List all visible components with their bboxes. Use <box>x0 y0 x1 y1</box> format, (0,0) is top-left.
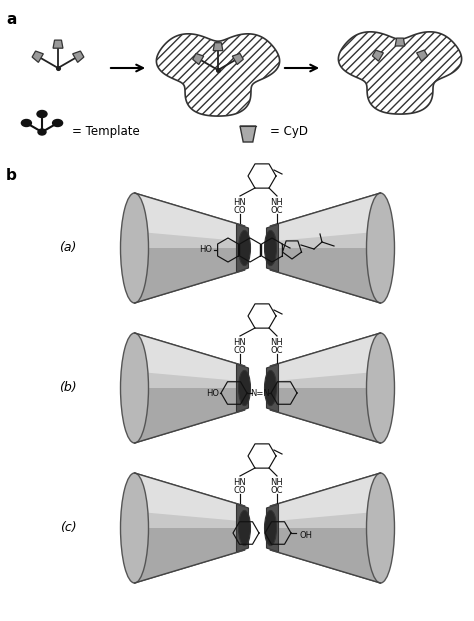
Text: HN: HN <box>234 338 246 347</box>
Ellipse shape <box>366 333 394 443</box>
Polygon shape <box>232 53 243 65</box>
Text: NH: NH <box>271 478 283 487</box>
Text: (c): (c) <box>60 522 76 535</box>
Polygon shape <box>53 40 63 48</box>
Polygon shape <box>135 193 245 303</box>
Ellipse shape <box>366 473 394 583</box>
Polygon shape <box>135 193 245 242</box>
Text: CO: CO <box>234 206 246 215</box>
Polygon shape <box>135 333 245 443</box>
Ellipse shape <box>238 370 250 406</box>
Ellipse shape <box>238 230 250 266</box>
Polygon shape <box>271 333 381 381</box>
Polygon shape <box>271 473 381 522</box>
Polygon shape <box>135 473 245 583</box>
Ellipse shape <box>366 193 394 303</box>
Ellipse shape <box>120 473 148 583</box>
Polygon shape <box>237 364 248 412</box>
Polygon shape <box>135 528 245 583</box>
Polygon shape <box>271 193 381 242</box>
Polygon shape <box>271 528 381 583</box>
Text: CO: CO <box>234 346 246 355</box>
Polygon shape <box>240 126 256 142</box>
Polygon shape <box>417 50 428 61</box>
Polygon shape <box>135 388 245 443</box>
Text: OC: OC <box>271 346 283 355</box>
Polygon shape <box>395 38 405 46</box>
Text: HN: HN <box>234 478 246 487</box>
Text: a: a <box>6 12 17 27</box>
Ellipse shape <box>120 333 148 443</box>
Text: b: b <box>6 168 17 183</box>
Text: (b): (b) <box>59 381 77 394</box>
Ellipse shape <box>53 119 63 127</box>
Text: N=N: N=N <box>250 389 270 397</box>
Ellipse shape <box>21 119 31 127</box>
Polygon shape <box>192 53 204 65</box>
Text: NH: NH <box>271 338 283 347</box>
Text: HO: HO <box>200 245 212 255</box>
Polygon shape <box>237 504 248 552</box>
Text: HO: HO <box>207 389 219 397</box>
Polygon shape <box>266 504 279 552</box>
Polygon shape <box>135 473 245 522</box>
Polygon shape <box>213 43 223 51</box>
Text: = Template: = Template <box>72 125 140 138</box>
Polygon shape <box>338 32 462 114</box>
Text: OC: OC <box>271 206 283 215</box>
Polygon shape <box>271 248 381 303</box>
Ellipse shape <box>264 370 276 406</box>
Polygon shape <box>373 50 383 61</box>
Text: CO: CO <box>234 486 246 495</box>
Polygon shape <box>237 224 248 272</box>
Ellipse shape <box>37 111 47 117</box>
Polygon shape <box>266 364 279 412</box>
Ellipse shape <box>238 510 250 546</box>
Polygon shape <box>271 193 381 303</box>
Polygon shape <box>271 333 381 443</box>
Ellipse shape <box>38 129 46 135</box>
Ellipse shape <box>120 193 148 303</box>
Text: NH: NH <box>271 198 283 207</box>
Ellipse shape <box>264 230 276 266</box>
Polygon shape <box>135 333 245 381</box>
Polygon shape <box>266 224 279 272</box>
Polygon shape <box>271 388 381 443</box>
Polygon shape <box>32 51 43 62</box>
Polygon shape <box>73 51 84 62</box>
Polygon shape <box>156 34 280 116</box>
Ellipse shape <box>264 510 276 546</box>
Polygon shape <box>271 473 381 583</box>
Text: HN: HN <box>234 198 246 207</box>
Polygon shape <box>135 248 245 303</box>
Text: = CyD: = CyD <box>270 125 308 138</box>
Text: OH: OH <box>300 530 313 540</box>
Text: OC: OC <box>271 486 283 495</box>
Text: (a): (a) <box>59 242 77 255</box>
